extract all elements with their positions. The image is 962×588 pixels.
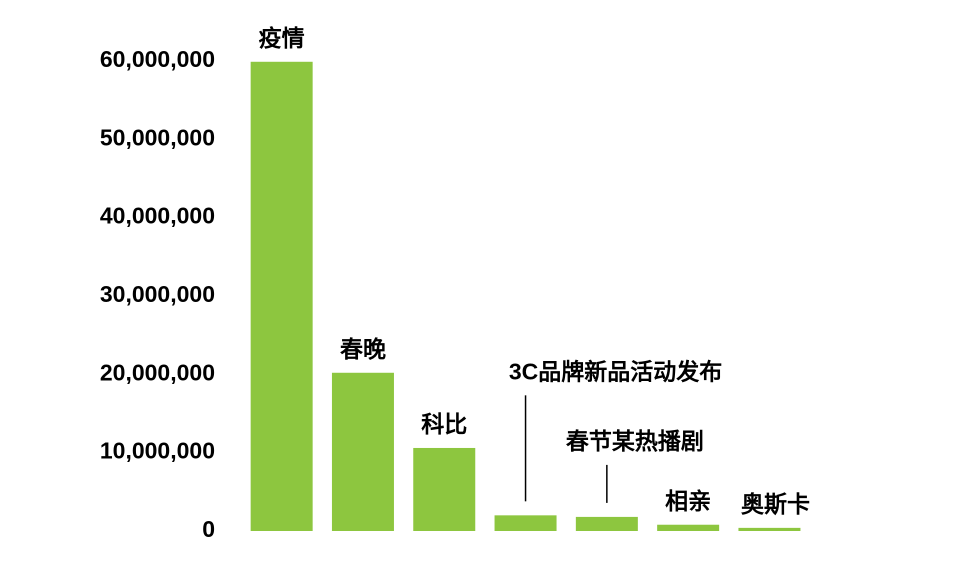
- y-tick-label: 20,000,000: [100, 359, 215, 385]
- bar: [738, 527, 801, 531]
- bar-label: 科比: [421, 411, 467, 437]
- y-tick-label: 0: [202, 516, 215, 542]
- y-tick-label: 60,000,000: [100, 46, 215, 72]
- bar: [575, 516, 638, 531]
- bar-label: 3C品牌新品活动发布: [509, 358, 722, 384]
- bar: [413, 447, 476, 531]
- bar-label: 疫情: [259, 25, 305, 51]
- y-tick-label: 50,000,000: [100, 124, 215, 150]
- bar: [494, 515, 557, 531]
- bar: [657, 524, 720, 531]
- bar: [331, 372, 394, 531]
- bar: [250, 61, 313, 532]
- bar-label: 春晚: [339, 336, 386, 362]
- bar-label: 春节某热播剧: [565, 428, 704, 454]
- y-tick-label: 40,000,000: [100, 203, 215, 229]
- y-tick-label: 30,000,000: [100, 281, 215, 307]
- bar-label: 奥斯卡: [741, 491, 810, 517]
- bar-label: 相亲: [665, 488, 711, 514]
- y-tick-label: 10,000,000: [100, 438, 215, 464]
